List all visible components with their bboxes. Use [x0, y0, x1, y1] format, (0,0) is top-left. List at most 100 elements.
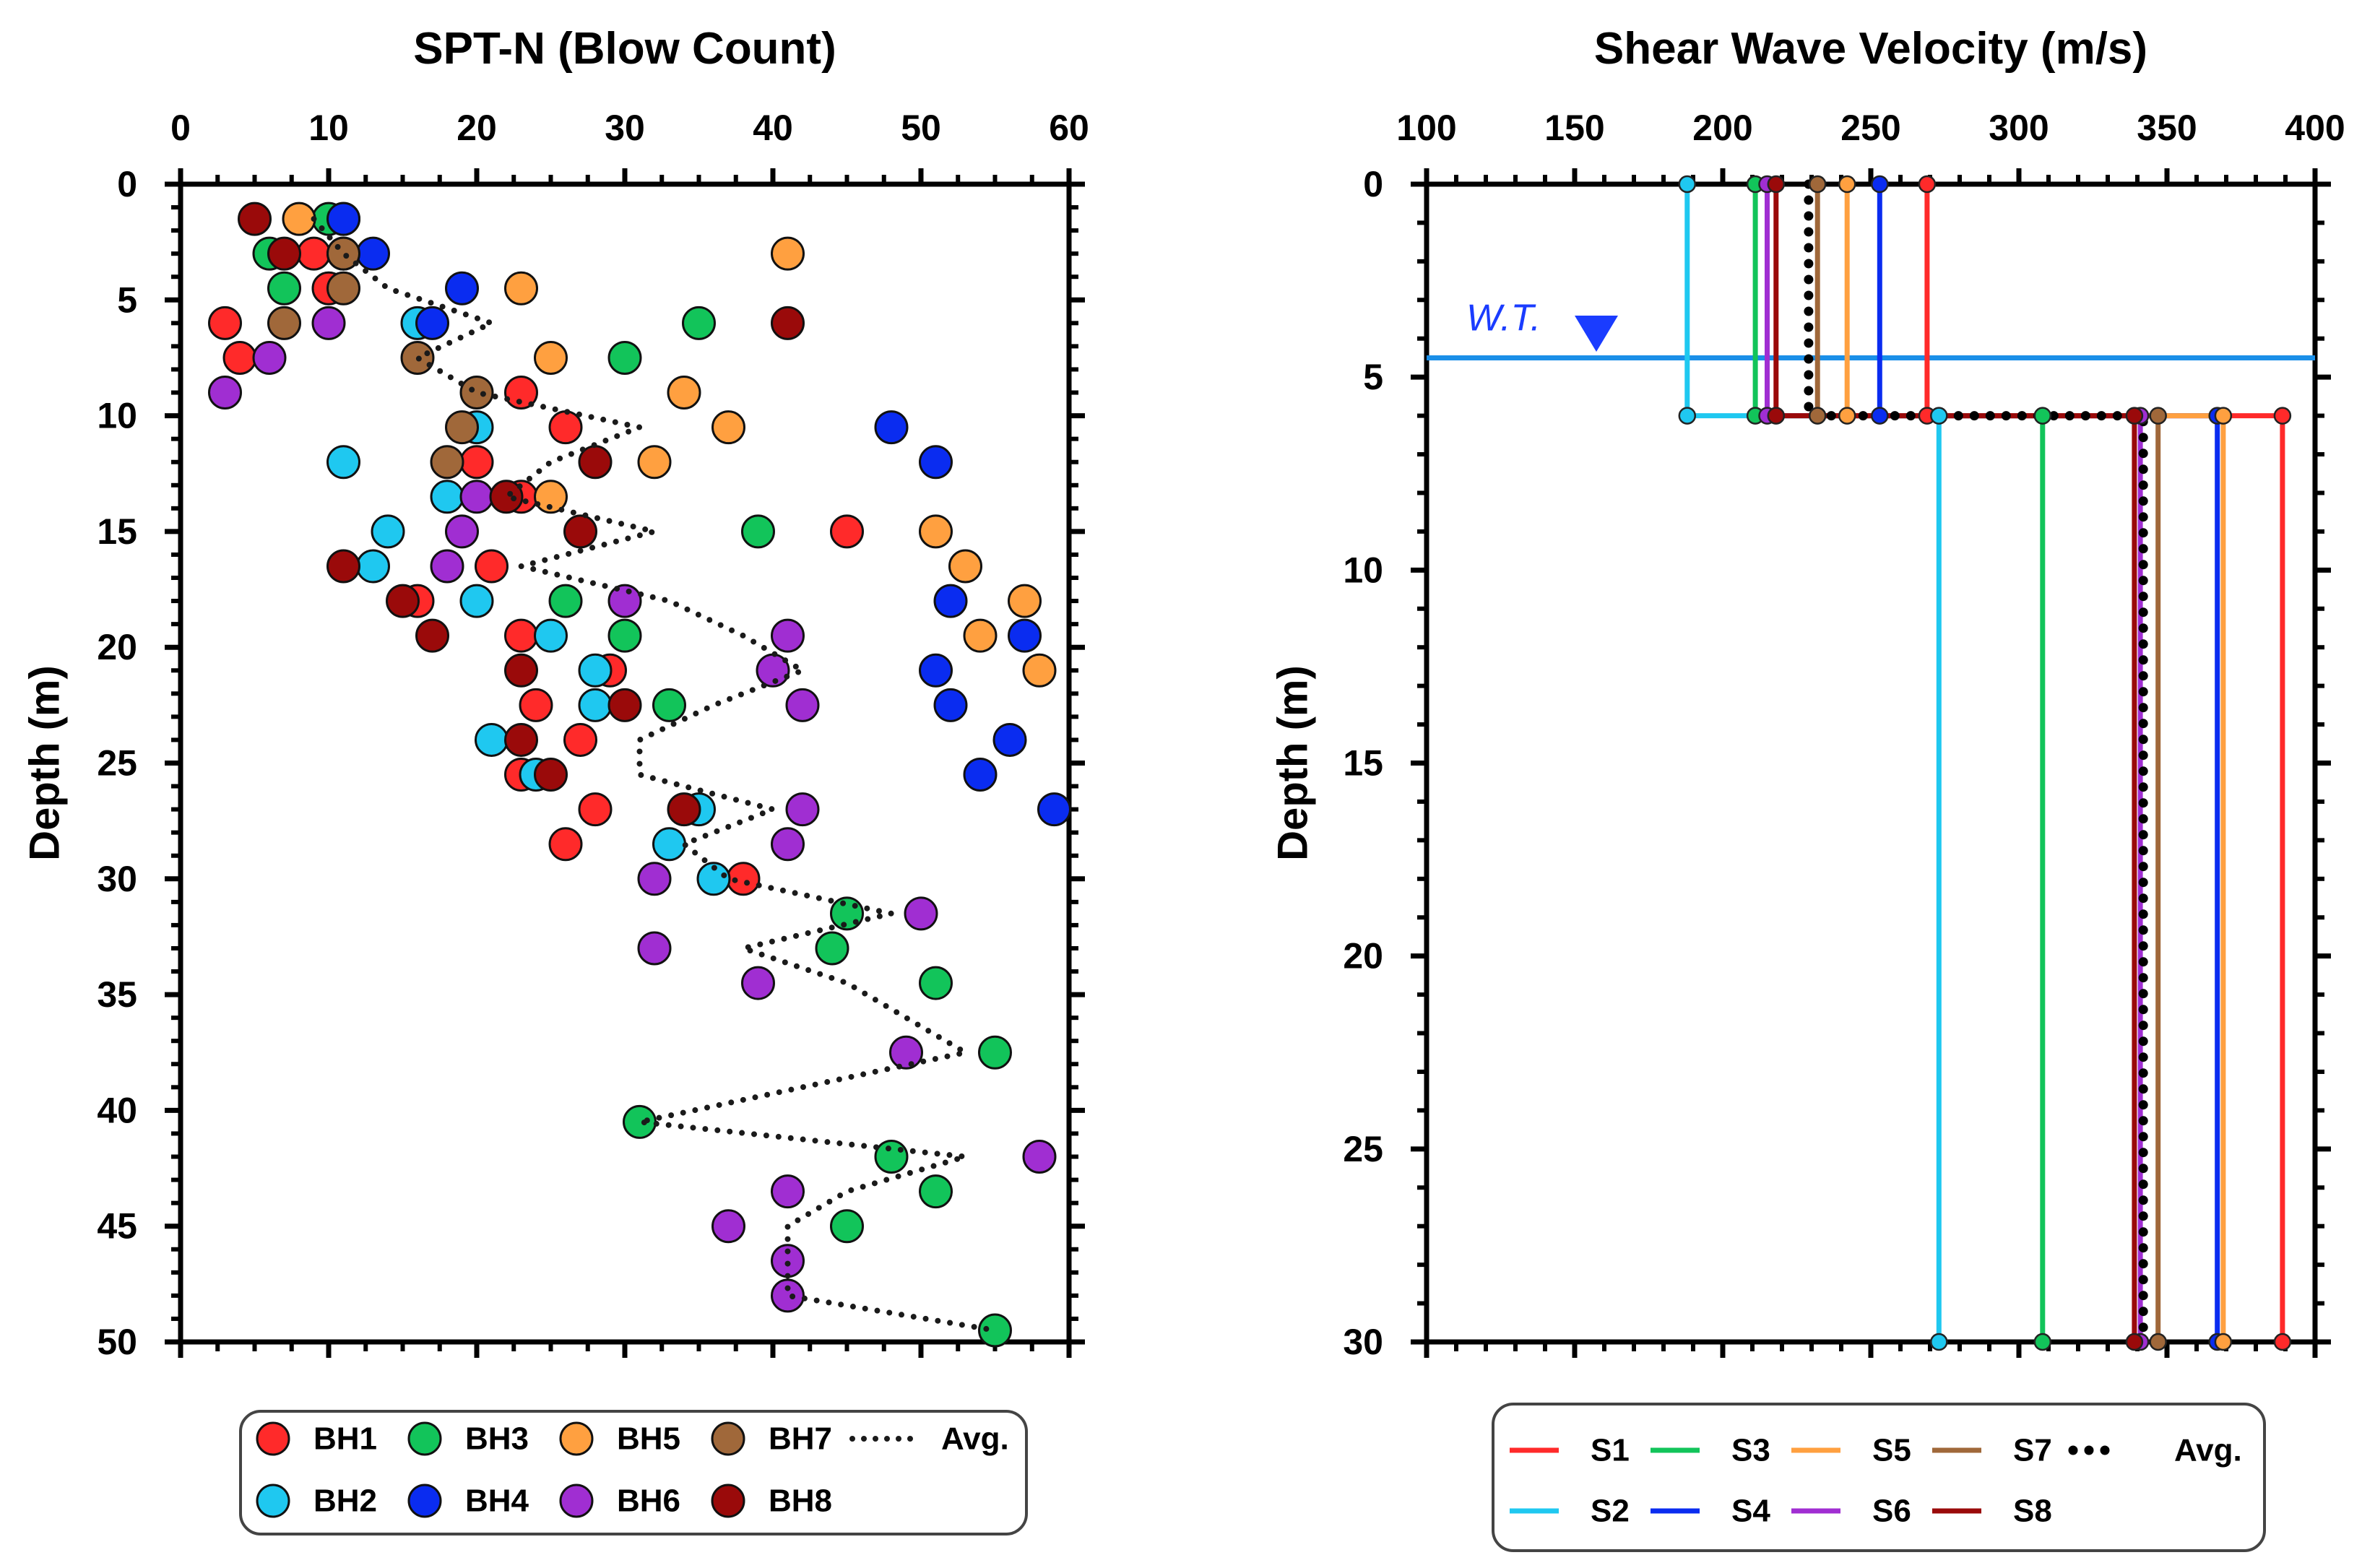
- point-bh1: [726, 862, 761, 896]
- point-bh6: [771, 1174, 805, 1209]
- legend: S1 S2 S3 S4 S5 S6 S7 S8 Avg.: [1492, 1403, 2266, 1552]
- point-bh6: [771, 1278, 805, 1313]
- point-bh3: [978, 1035, 1012, 1070]
- vs-marker-s5: [1838, 407, 1856, 425]
- vs-marker-s5: [2214, 407, 2233, 425]
- legend-label: BH2: [313, 1483, 377, 1519]
- y-axis-label: Depth (m): [1270, 665, 1317, 861]
- legend-label: S1: [1591, 1433, 1630, 1468]
- vs-marker-s7: [2149, 1333, 2167, 1351]
- point-bh8: [415, 618, 449, 653]
- point-bh3: [623, 1104, 657, 1139]
- point-bh6: [430, 549, 464, 584]
- point-bh8: [386, 584, 420, 618]
- point-bh6: [889, 1035, 923, 1070]
- point-bh1: [208, 306, 242, 340]
- y-tick-label: 5: [117, 280, 137, 320]
- point-bh6: [904, 896, 938, 931]
- point-bh2: [534, 618, 568, 653]
- legend-label: S5: [1872, 1433, 1911, 1468]
- vs-marker-s4: [1871, 175, 1889, 194]
- y-tick-label: 30: [1343, 1322, 1383, 1362]
- point-bh1: [578, 792, 613, 827]
- x-tick-label: 40: [753, 108, 793, 148]
- legend-label: BH6: [617, 1483, 680, 1519]
- point-bh6: [785, 688, 820, 722]
- point-bh2: [430, 480, 464, 514]
- point-bh3: [919, 966, 953, 1000]
- legend-box: [1492, 1403, 2266, 1552]
- shear-wave-velocity-chart: Shear Wave Velocity (m/s)100 150 200 250 300…: [1270, 24, 2345, 1552]
- point-bh7: [326, 271, 360, 306]
- point-bh6: [311, 306, 346, 340]
- y-tick-label: 25: [97, 743, 137, 784]
- point-bh8: [667, 792, 701, 827]
- point-bh1: [297, 236, 331, 271]
- point-bh2: [696, 862, 731, 896]
- point-bh3: [830, 896, 864, 931]
- y-tick-label: 30: [97, 859, 137, 899]
- point-bh8: [563, 514, 597, 549]
- point-bh6: [741, 966, 775, 1000]
- point-bh4: [326, 202, 360, 236]
- vs-marker-s7: [1808, 407, 1827, 425]
- y-tick-label: 10: [97, 396, 137, 436]
- vs-profiles: [1678, 175, 2292, 1351]
- legend-swatch-bh1: [256, 1421, 290, 1456]
- legend-label: S2: [1591, 1494, 1630, 1529]
- vs-marker-s7: [1808, 175, 1827, 194]
- y-tick-label: 45: [97, 1206, 137, 1247]
- point-bh4: [356, 236, 390, 271]
- point-bh1: [548, 827, 583, 862]
- point-bh5: [282, 202, 316, 236]
- point-bh3: [267, 271, 301, 306]
- vs-marker-s2: [1678, 407, 1697, 425]
- point-bh6: [711, 1209, 745, 1244]
- point-bh6: [208, 376, 242, 410]
- point-bh1: [459, 445, 494, 480]
- vs-marker-s2: [1930, 1333, 1948, 1351]
- point-bh6: [771, 618, 805, 653]
- y-tick-label: 15: [97, 511, 137, 552]
- y-tick-label: 40: [97, 1090, 137, 1130]
- legend-swatch-bh7: [711, 1421, 745, 1456]
- point-bh3: [652, 688, 686, 722]
- legend-label: BH3: [465, 1421, 529, 1457]
- point-bh3: [874, 1140, 909, 1174]
- point-bh2: [578, 688, 613, 722]
- point-bh8: [504, 722, 538, 757]
- point-bh7: [267, 306, 301, 340]
- legend-label: BH4: [465, 1483, 529, 1519]
- legend-label: BH8: [769, 1483, 832, 1519]
- point-bh4: [933, 688, 968, 722]
- point-bh1: [222, 340, 257, 375]
- point-bh5: [667, 376, 701, 410]
- point-bh7: [445, 410, 479, 445]
- vs-marker-s1: [2273, 1333, 2292, 1351]
- x-tick-label: 10: [308, 108, 349, 148]
- point-bh6: [459, 480, 494, 514]
- vs-marker-s3: [2033, 1333, 2052, 1351]
- point-bh2: [459, 584, 494, 618]
- point-bh6: [637, 862, 672, 896]
- point-bh5: [504, 271, 538, 306]
- point-bh2: [326, 445, 360, 480]
- x-tick-label: 0: [170, 108, 191, 148]
- y-tick-label: 5: [1363, 357, 1383, 397]
- legend-swatch-bh6: [559, 1483, 594, 1518]
- vs-marker-s7: [2149, 407, 2167, 425]
- point-bh6: [1022, 1140, 1057, 1174]
- x-tick-label: 100: [1396, 108, 1456, 148]
- chart-title: Shear Wave Velocity (m/s): [1594, 24, 2147, 74]
- point-bh8: [607, 688, 642, 722]
- y-tick-label: 10: [1343, 550, 1383, 590]
- point-bh4: [992, 722, 1027, 757]
- point-bh5: [1022, 653, 1057, 688]
- point-bh8: [771, 306, 805, 340]
- point-bh3: [815, 931, 849, 966]
- vs-marker-s8: [1767, 175, 1786, 194]
- water-table-label: W.T.: [1466, 297, 1541, 339]
- vs-marker-s2: [1678, 175, 1697, 194]
- point-bh4: [1008, 618, 1042, 653]
